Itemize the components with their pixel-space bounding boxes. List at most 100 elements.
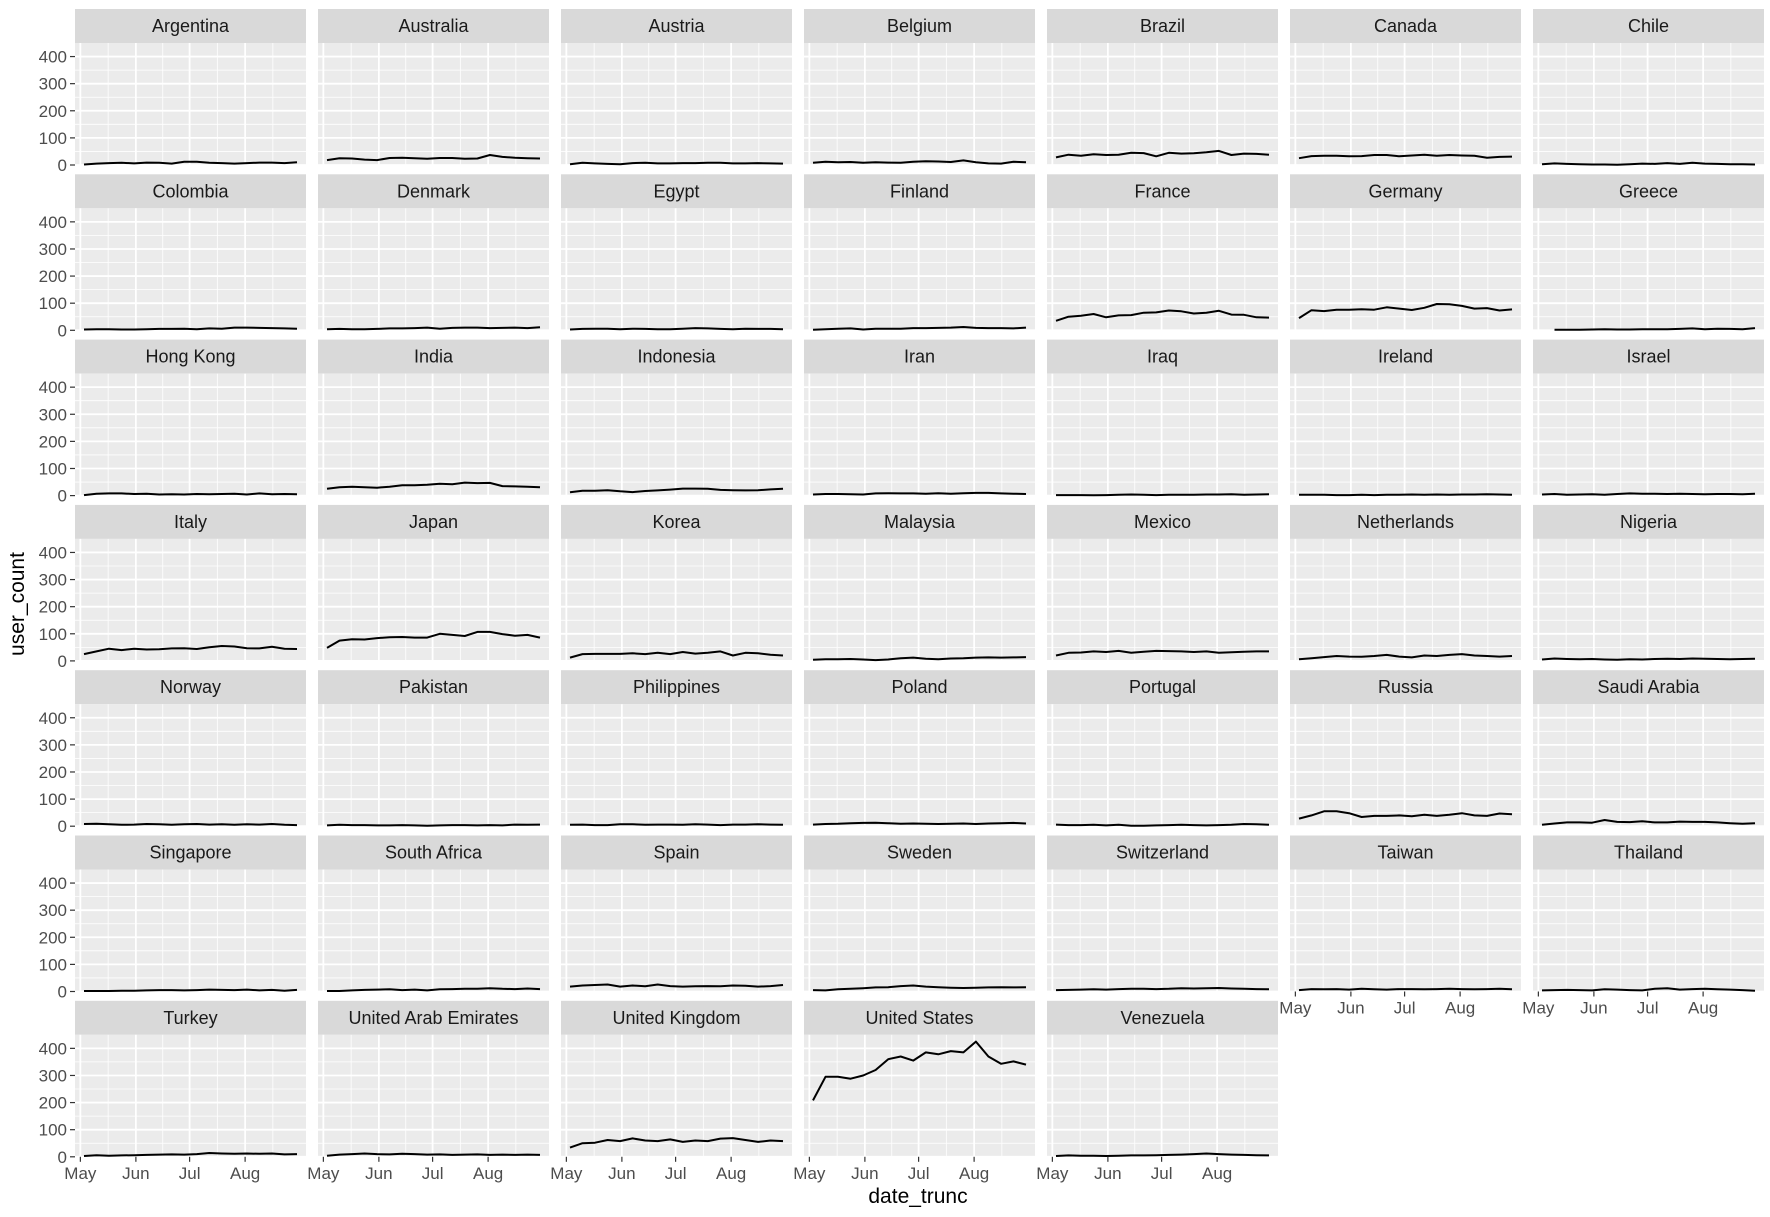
facet-strip (318, 835, 549, 870)
facet-panel-malaysia: Malaysia (804, 504, 1035, 662)
facet-strip (75, 339, 306, 374)
series-line-thailand (1541, 987, 1756, 992)
facet-strip (804, 504, 1035, 539)
facet-panel-colombia: Colombia 0 100 200 300 400 (39, 174, 306, 340)
facet-strip (1047, 1000, 1278, 1035)
facet-panel-italy: Italy 0 100 200 300 400 (39, 504, 306, 671)
series-line-egypt (569, 327, 784, 331)
facet-panel-iran: Iran (804, 339, 1035, 497)
series-line-united-states (812, 1040, 1027, 1101)
facet-strip (561, 1000, 792, 1035)
y-tick-label: 300 (39, 240, 67, 259)
series-line-portugal (1055, 823, 1270, 827)
facet-panel-russia: Russia (1290, 670, 1521, 828)
y-tick-label: 0 (58, 652, 67, 671)
facet-strip-label: Canada (1374, 16, 1438, 36)
series-line-saudi-arabia (1541, 819, 1756, 826)
facet-strip (804, 174, 1035, 209)
series-line-nigeria (1541, 657, 1756, 661)
facet-panel-mexico: Mexico (1047, 504, 1278, 662)
facet-strip-label: Belgium (887, 16, 952, 36)
facet-strip-label: Spain (653, 843, 699, 863)
series-line-netherlands (1298, 653, 1513, 661)
series-line-greece (1554, 327, 1756, 331)
facet-panel-france: France (1047, 174, 1278, 332)
facet-strip-label: Pakistan (399, 677, 468, 697)
facet-strip-label: Philippines (633, 677, 720, 697)
x-tick-label: Jun (365, 1164, 392, 1183)
x-tick-label: Aug (230, 1164, 260, 1183)
facet-strip (1290, 670, 1521, 705)
facet-panel-argentina: Argentina 0 100 200 300 400 (39, 9, 306, 175)
x-tick-label: Aug (1688, 999, 1718, 1018)
facet-strip-label: United Kingdom (612, 1008, 740, 1028)
facet-strip (1290, 9, 1521, 43)
facet-panel-poland: Poland (804, 670, 1035, 828)
facet-strip-label: Japan (409, 512, 458, 532)
y-tick-label: 300 (39, 736, 67, 755)
y-tick-label: 200 (39, 267, 67, 286)
facet-panel-south-africa: South Africa (318, 835, 549, 993)
facet-strip-label: Netherlands (1357, 512, 1454, 532)
series-line-malaysia (812, 656, 1027, 662)
series-line-mexico (1055, 649, 1269, 657)
x-tick-label: May (793, 1164, 826, 1183)
series-line-germany (1298, 303, 1513, 319)
facet-panel-israel: Israel (1533, 339, 1764, 497)
series-line-poland (812, 821, 1027, 826)
y-tick-label: 400 (39, 1039, 67, 1058)
x-tick-label: Jul (665, 1164, 687, 1183)
series-line-colombia (83, 326, 298, 331)
facet-panel-saudi-arabia: Saudi Arabia (1533, 670, 1764, 828)
facet-panel-korea: Korea (561, 504, 792, 662)
facet-panel-united-states: United States May Jun Jul Aug (793, 1000, 1035, 1183)
facet-strip (804, 1000, 1035, 1035)
facet-strip (75, 835, 306, 870)
facet-strip (1047, 670, 1278, 705)
facet-strip (1533, 670, 1764, 705)
facet-strip (318, 174, 549, 209)
facet-strip-label: Finland (890, 181, 949, 201)
facet-strip-label: India (414, 347, 454, 367)
facet-strip-label: Norway (160, 677, 221, 697)
facet-strip (1533, 339, 1764, 374)
facet-panel-greece: Greece (1533, 174, 1764, 332)
facet-strip (75, 1000, 306, 1035)
y-tick-label: 200 (39, 1094, 67, 1113)
facet-panel-taiwan: Taiwan May Jun Jul Aug (1279, 835, 1521, 1018)
series-line-south-africa (327, 987, 541, 992)
series-line-switzerland (1055, 987, 1270, 992)
x-tick-label: Aug (1445, 999, 1475, 1018)
facet-strip (1533, 9, 1764, 43)
facet-panel-united-arab-emirates: United Arab Emirates May Jun Jul Aug (307, 1000, 549, 1183)
facet-panel-brazil: Brazil (1047, 9, 1278, 166)
facet-strip-label: Malaysia (884, 512, 956, 532)
facet-strip (318, 1000, 549, 1035)
facet-strip-label: Austria (648, 16, 705, 36)
y-tick-label: 400 (39, 543, 67, 562)
y-tick-label: 100 (39, 1121, 67, 1140)
facet-strip-label: Denmark (397, 181, 471, 201)
y-tick-label: 100 (39, 790, 67, 809)
facet-strip (318, 9, 549, 43)
y-tick-label: 300 (39, 1066, 67, 1085)
facet-strip (75, 174, 306, 209)
facet-strip-label: Singapore (149, 843, 231, 863)
x-tick-label: May (1036, 1164, 1069, 1183)
facet-strip-label: Turkey (163, 1008, 217, 1028)
x-tick-label: Aug (473, 1164, 503, 1183)
x-tick-label: Jul (179, 1164, 201, 1183)
series-line-iran (812, 491, 1027, 496)
facet-panel-spain: Spain (561, 835, 792, 993)
facet-strip-label: Nigeria (1620, 512, 1678, 532)
facet-panel-iraq: Iraq (1047, 339, 1278, 497)
facet-strip-label: Saudi Arabia (1597, 677, 1700, 697)
facet-strip (318, 504, 549, 539)
facet-strip (75, 504, 306, 539)
y-tick-label: 400 (39, 709, 67, 728)
series-line-india (326, 481, 541, 490)
facet-strip-label: France (1134, 181, 1190, 201)
facet-panel-finland: Finland (804, 174, 1035, 332)
facet-strip-label: Sweden (887, 843, 952, 863)
x-tick-label: Jul (422, 1164, 444, 1183)
